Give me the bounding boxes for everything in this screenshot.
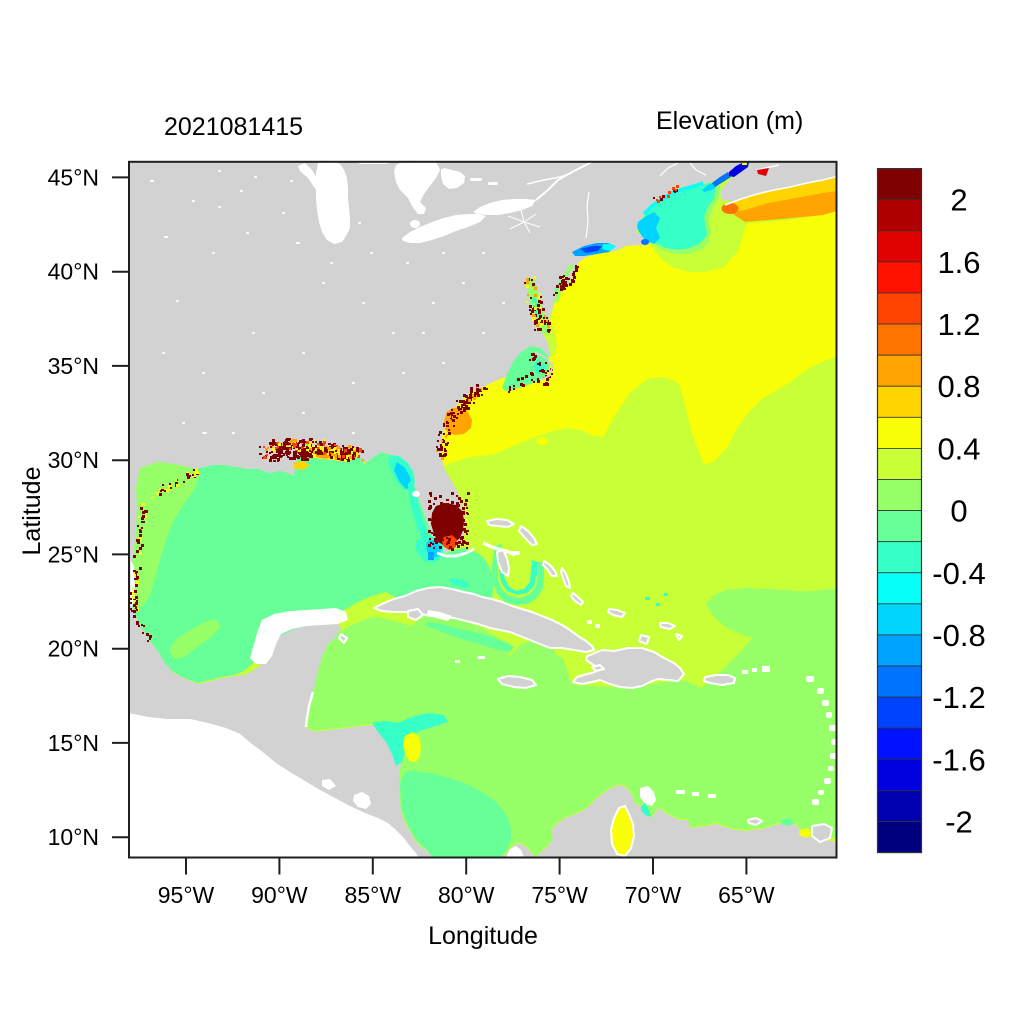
- svg-text:90°W: 90°W: [251, 882, 308, 908]
- svg-text:70°W: 70°W: [625, 882, 682, 908]
- svg-text:1.2: 1.2: [937, 307, 980, 342]
- svg-text:95°W: 95°W: [158, 882, 215, 908]
- svg-text:65°W: 65°W: [718, 882, 775, 908]
- svg-text:35°N: 35°N: [48, 353, 99, 379]
- svg-text:Elevation (m): Elevation (m): [656, 107, 803, 135]
- svg-text:80°W: 80°W: [438, 882, 495, 908]
- svg-text:0.4: 0.4: [937, 431, 980, 466]
- svg-text:10°N: 10°N: [48, 824, 99, 850]
- svg-text:25°N: 25°N: [48, 541, 99, 567]
- svg-text:-2: -2: [945, 805, 973, 840]
- svg-text:-0.8: -0.8: [932, 618, 985, 653]
- svg-text:0: 0: [950, 494, 967, 529]
- svg-text:75°W: 75°W: [531, 882, 588, 908]
- svg-text:-0.4: -0.4: [932, 556, 985, 591]
- svg-text:40°N: 40°N: [48, 259, 99, 285]
- svg-text:20°N: 20°N: [48, 636, 99, 662]
- svg-text:-1.2: -1.2: [932, 680, 985, 715]
- svg-text:Latitude: Latitude: [18, 467, 46, 556]
- svg-text:1.6: 1.6: [937, 245, 980, 280]
- svg-text:45°N: 45°N: [48, 164, 99, 190]
- svg-text:15°N: 15°N: [48, 730, 99, 756]
- svg-text:0.8: 0.8: [937, 369, 980, 404]
- svg-text:2: 2: [950, 183, 967, 218]
- svg-text:2021081415: 2021081415: [164, 113, 303, 141]
- svg-text:30°N: 30°N: [48, 447, 99, 473]
- svg-text:85°W: 85°W: [345, 882, 402, 908]
- svg-text:-1.6: -1.6: [932, 742, 985, 777]
- svg-text:Longitude: Longitude: [428, 922, 538, 950]
